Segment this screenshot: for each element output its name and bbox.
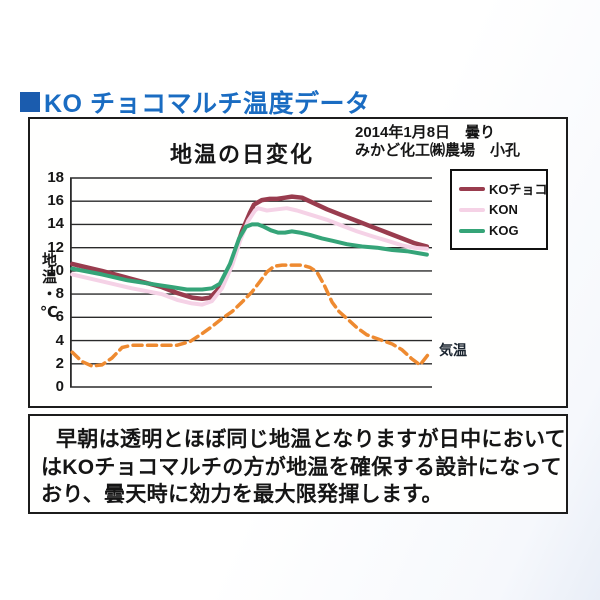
plot-area [69,177,432,388]
air-temp-series-label: 気温 [439,342,467,358]
note-line-3: おり、曇天時に効力を最大限発揮します。 [41,483,443,506]
note-panel: 早朝は透明とほぼ同じ地温となりますが日中において はKOチョコマルチの方が地温を… [28,414,568,514]
series-line-KOチョコ [69,194,430,302]
chart-title: 地温の日変化 [170,142,315,167]
legend-swatch-icon [459,186,485,191]
note-line-1: 早朝は透明とほぼ同じ地温となりますが日中において [56,428,566,451]
y-axis-label: 地温・℃ [40,252,57,323]
series-line-気温 [70,263,431,368]
y-tick-label-18: 18 [47,169,64,186]
legend-label: KOG [489,223,519,238]
legend-row-KON: KON [459,199,546,220]
legend-box: KOチョコ KON KOG [450,169,548,250]
legend-row-KOG: KOG [459,220,546,241]
legend-swatch-icon [459,228,485,233]
y-tick-label-8: 8 [55,285,64,303]
y-tick-label-6: 6 [55,308,64,326]
legend-row-KOチョコ: KOチョコ [459,178,548,199]
y-tick-label-14: 14 [47,215,64,233]
y-tick-label-16: 16 [47,192,64,210]
legend-swatch-icon [459,207,485,212]
legend-rows: KOチョコ KON KOG [459,178,548,241]
document-header: KO チョコマルチ温度データ [20,84,370,120]
y-tick-label-12: 12 [47,238,64,256]
series-line-KOG [70,222,429,292]
y-tick-label-4: 4 [55,331,64,349]
chart-date-line: 2014年1月8日 曇り [355,124,496,141]
chart-date-block: 2014年1月8日 曇り みかど化工㈱農場 小孔 [355,124,520,160]
blue-square-bullet-icon [20,92,40,112]
y-tick-label-0: 0 [55,378,64,395]
legend-label: KON [489,202,518,217]
document-title: KO チョコマルチ温度データ [44,90,371,118]
chart-panel: 地温の日変化 2014年1月8日 曇り みかど化工㈱農場 小孔 地温・℃ 0 2 4… [28,117,568,408]
note-line-2: はKOチョコマルチの方が地温を確保する設計になって [41,455,562,479]
y-tick-label-2: 2 [55,354,64,372]
chart-farm-line: みかど化工㈱農場 小孔 [355,142,521,159]
legend-label: KOチョコ [489,182,548,197]
y-tick-label-10: 10 [47,261,64,279]
series-line-KON [70,206,429,307]
